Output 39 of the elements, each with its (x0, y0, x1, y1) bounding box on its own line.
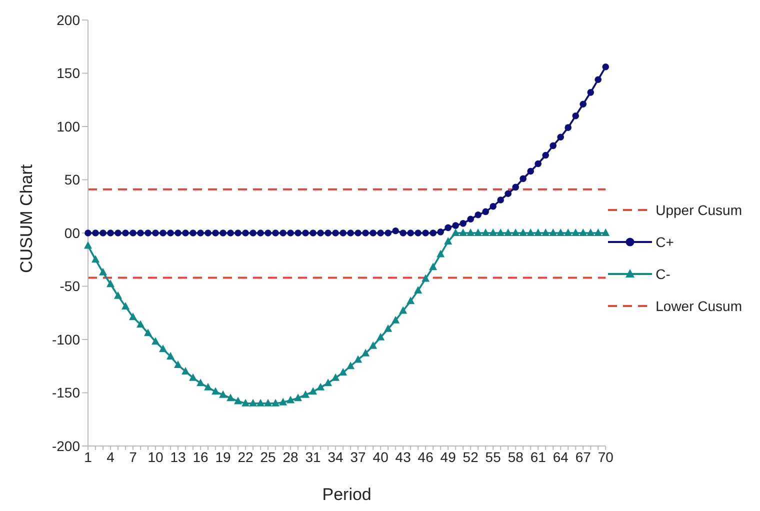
x-tick-label: 67 (575, 448, 592, 465)
x-axis-title: Period (322, 485, 372, 504)
x-tick-label: 55 (485, 448, 502, 465)
y-tick-label: 200 (56, 12, 80, 28)
x-tick-label: 7 (129, 448, 138, 465)
x-tick-label: 19 (215, 448, 232, 465)
x-tick-label: 10 (148, 448, 164, 465)
x-tick-label: 43 (395, 448, 412, 465)
y-tick-label: -150 (52, 384, 80, 401)
x-tick-label: 58 (508, 448, 524, 465)
legend-label: Upper Cusum (656, 202, 742, 218)
x-tick-label: 52 (462, 448, 479, 465)
legend-label: C+ (656, 234, 674, 250)
legend-label: Lower Cusum (656, 298, 742, 314)
x-tick-label: 64 (552, 448, 569, 465)
x-tick-label: 40 (372, 448, 389, 465)
x-tick-label: 25 (260, 448, 276, 465)
y-tick-label: 50 (64, 172, 80, 188)
y-tick-label: -200 (52, 438, 80, 454)
y-tick-label: 00 (64, 224, 80, 241)
x-tick-label: 16 (192, 448, 209, 465)
y-tick-label: 100 (56, 118, 80, 134)
x-tick-label: 13 (170, 448, 186, 465)
x-tick-label: 61 (530, 448, 546, 465)
y-tick-label: 150 (56, 65, 80, 82)
x-tick-label: 31 (305, 448, 322, 465)
x-tick-label: 1 (84, 448, 92, 465)
x-tick-label: 28 (282, 448, 299, 465)
x-tick-label: 37 (350, 448, 366, 465)
x-tick-label: 46 (418, 448, 434, 465)
legend-label: C- (656, 266, 670, 282)
x-tick-label: 34 (328, 448, 344, 465)
x-tick-label: 4 (106, 448, 115, 465)
x-tick-label: 70 (598, 448, 614, 465)
x-tick-label: 22 (238, 448, 254, 465)
x-tick-label: 49 (440, 448, 456, 465)
y-tick-label: -50 (60, 278, 80, 294)
y-axis-title: CUSUM Chart (17, 164, 36, 273)
y-tick-label: -100 (52, 331, 80, 348)
